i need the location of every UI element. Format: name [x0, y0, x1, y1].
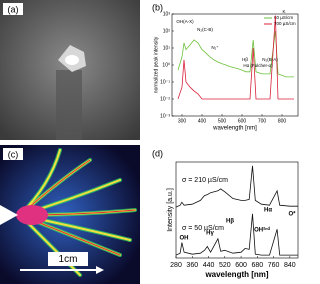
spectrum-line	[175, 165, 298, 208]
x-tick-label: 680	[251, 262, 263, 269]
x-tick-label: 520	[219, 262, 231, 269]
annotation: K	[282, 9, 285, 14]
annotation: N₂(C-B)	[197, 27, 213, 32]
panel-label: (c)	[8, 149, 19, 159]
y-tick-label: 10⁻¹	[160, 79, 170, 85]
x-tick-label: 840	[284, 262, 296, 269]
x-tick-label: 600	[238, 118, 247, 124]
label-box	[3, 148, 23, 160]
annotation: Hγ	[206, 231, 214, 237]
plot-frame	[171, 13, 299, 117]
y-axis-label: normalized peak intensity	[153, 36, 159, 93]
x-tick-label: 300	[178, 118, 187, 124]
spectrum-line	[177, 15, 294, 100]
x-tick-label: 700	[258, 118, 267, 124]
series-label: σ = 50 µS/cm	[182, 225, 224, 232]
y-tick-label: 10⁰	[162, 62, 170, 68]
x-tick-label: 760	[268, 262, 280, 269]
plot-frame	[175, 161, 299, 259]
y-tick-label: 10³	[163, 11, 171, 17]
photo-a	[0, 0, 140, 140]
y-tick-label: 10²	[163, 28, 171, 34]
scale-bar-label: 1cm	[59, 254, 78, 265]
annotation: Hα	[264, 208, 272, 214]
annotation: N₂(B-A)	[262, 57, 278, 62]
x-axis-label: wavelength [nm]	[212, 126, 257, 132]
y-tick-label: 10¹	[163, 45, 171, 51]
x-tick-label: 800	[278, 118, 287, 124]
figure: (a) (c) 1cm (b) 300 400 500 600 700 800 10⁻³ 10⁻…	[0, 0, 299, 284]
annotation: O*	[288, 212, 296, 218]
label-box	[3, 3, 23, 15]
series-label: σ = 210 µS/cm	[182, 177, 228, 184]
panel-label: (a)	[8, 4, 19, 14]
legend-label: 700 µS/cm	[274, 21, 296, 26]
annotation: OH²ⁿᵈ	[254, 227, 270, 234]
annotation: Hα (Fulcher-α)	[243, 63, 273, 68]
scale-box	[48, 252, 88, 266]
legend-label: 60 µS/cm	[274, 15, 293, 20]
x-tick-label: 360	[186, 262, 198, 269]
panel-label: (d)	[152, 148, 163, 158]
y-tick-label: 10⁻³	[160, 113, 170, 119]
x-tick-label: 400	[198, 118, 207, 124]
x-tick-label: 280	[170, 262, 182, 269]
spectrum-line	[177, 30, 294, 78]
y-axis-label: Intensity [a.u.]	[167, 188, 174, 232]
x-tick-label: 600	[235, 262, 247, 269]
annotation: OH(A-X)	[176, 19, 194, 24]
annotation: Hβ	[242, 57, 248, 62]
x-tick-label: 440	[203, 262, 215, 269]
x-tick-label: 500	[218, 118, 227, 124]
annotation: N₂⁺	[211, 45, 219, 50]
annotation: Hβ	[226, 219, 234, 225]
y-tick-label: 10⁻²	[160, 96, 170, 102]
annotation: OH	[180, 236, 189, 242]
x-axis-label: wavelength [nm]	[204, 270, 268, 279]
spectrum-line	[175, 213, 298, 256]
panel-label: (b)	[152, 2, 163, 12]
